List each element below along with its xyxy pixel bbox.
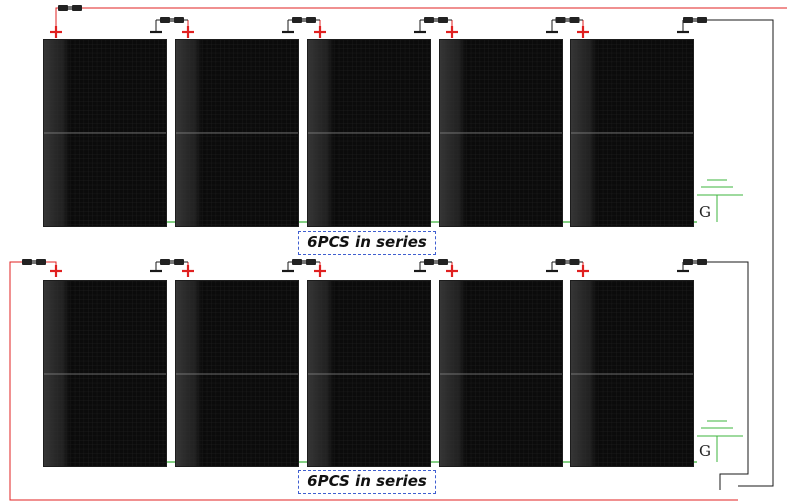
connector-left-half (292, 17, 302, 23)
solar-panel-row-2-2 (175, 262, 299, 467)
row1-negative-homerun (707, 19, 774, 487)
connector-right-half (697, 17, 707, 23)
connector-left-half (424, 17, 434, 23)
connector-right-half (36, 259, 46, 265)
positive-terminal-2-4 (446, 265, 458, 277)
solar-panel-row-1-1 (43, 20, 167, 227)
connector-left-half (292, 259, 302, 265)
connector-joint (434, 18, 438, 22)
panel-sheen (308, 281, 363, 466)
positive-terminal-1-3 (314, 26, 326, 38)
mc4-connector-1-2 (292, 17, 316, 23)
connector-left-half (160, 17, 170, 23)
connector-left-half (22, 259, 32, 265)
row2-positive-homerun (9, 261, 738, 501)
solar-panel-row-2-5 (570, 262, 694, 467)
positive-terminal-2-2 (182, 265, 194, 277)
connector-joint (302, 260, 306, 264)
connector-right-half (306, 259, 316, 265)
positive-terminal-1-4 (446, 26, 458, 38)
connector-joint (170, 18, 174, 22)
solar-panel-row-2-3 (307, 262, 431, 467)
positive-terminal-1-2 (182, 26, 194, 38)
connector-left-half (683, 17, 693, 23)
panel-sheen (571, 281, 626, 466)
mc4-connector-1-3 (424, 17, 448, 23)
connector-joint (565, 18, 570, 22)
connector-right-half (306, 17, 316, 23)
connector-right-half (569, 259, 580, 265)
series-label-row-1: 6PCS in series (298, 231, 436, 255)
connector-joint (565, 260, 570, 264)
connector-right-half (174, 17, 184, 23)
connector-right-half (438, 17, 448, 23)
connector-joint (302, 18, 306, 22)
panel-sheen (176, 281, 231, 466)
ground-symbol-row-1 (697, 179, 743, 222)
mc4-connector-row2-negative (683, 259, 707, 265)
mc4-connector-2-2 (292, 259, 316, 265)
connector-joint (32, 260, 36, 264)
solar-panel-row-1-4 (439, 20, 563, 227)
connector-left-half (58, 5, 68, 11)
ground-label-row-1: G (699, 203, 711, 221)
panel-sheen (440, 281, 495, 466)
connector-joint (68, 6, 72, 10)
connector-joint (693, 18, 697, 22)
connector-right-half (569, 17, 580, 23)
connector-left-half (555, 17, 566, 23)
connector-left-half (160, 259, 170, 265)
panel-sheen (44, 281, 99, 466)
row2-negative-homerun (707, 261, 749, 490)
connector-right-half (438, 259, 448, 265)
row2-positive-riser (46, 261, 57, 271)
ground-label-row-2: G (699, 442, 711, 460)
mc4-connector-2-1 (160, 259, 184, 265)
connector-right-half (697, 259, 707, 265)
connector-left-half (424, 259, 434, 265)
solar-panel-row-2-4 (439, 262, 563, 467)
connector-joint (434, 260, 438, 264)
mc4-connector-row2-positive (22, 259, 46, 265)
connector-right-half (174, 259, 184, 265)
positive-terminal-2-5 (577, 265, 589, 277)
solar-panel-row-2-1 (43, 262, 167, 467)
solar-panel-row-1-2 (175, 20, 299, 227)
mc4-connector-1-4 (555, 17, 580, 23)
connector-joint (170, 260, 174, 264)
solar-panel-row-1-3 (307, 20, 431, 227)
connector-right-half (72, 5, 82, 11)
connector-joint (693, 260, 697, 264)
connector-left-half (683, 259, 693, 265)
positive-terminal-1-5 (577, 26, 589, 38)
mc4-connector-1-1 (160, 17, 184, 23)
mc4-connector-2-4 (555, 259, 580, 265)
mc4-connector-row1-negative (683, 17, 707, 23)
mc4-connector-row1-positive (58, 5, 82, 11)
series-label-row-2: 6PCS in series (298, 470, 436, 494)
row1-positive-riser (55, 7, 58, 32)
ground-symbol-row-2 (697, 420, 743, 462)
mc4-connector-2-3 (424, 259, 448, 265)
solar-panel-row-1-5 (570, 20, 694, 227)
positive-terminal-2-3 (314, 265, 326, 277)
connector-left-half (555, 259, 566, 265)
